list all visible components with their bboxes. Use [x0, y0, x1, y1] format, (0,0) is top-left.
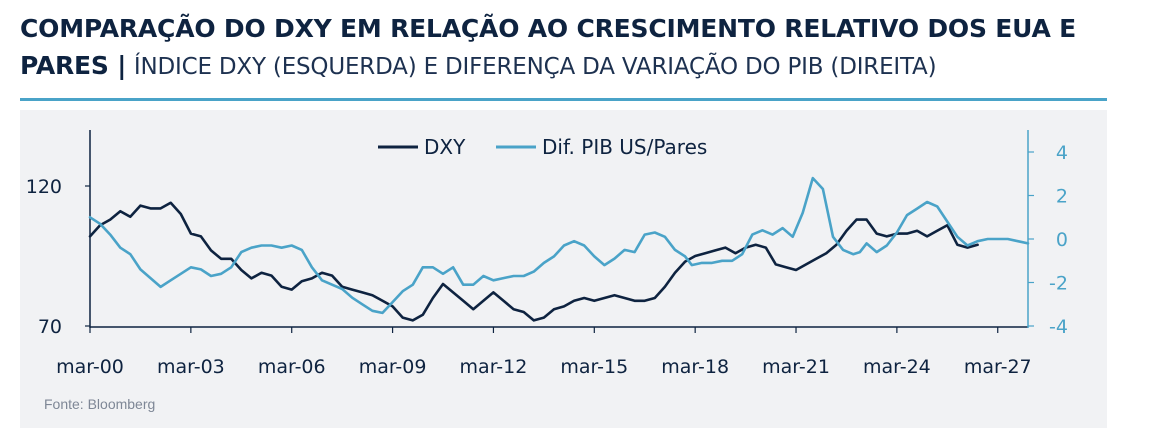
y-right-tick-label: 2: [1056, 186, 1068, 208]
gdp-diff-line: [88, 176, 1030, 315]
source-note: Fonte: Bloomberg: [44, 396, 156, 412]
x-tick-label: mar-00: [56, 356, 124, 378]
x-tick-label: mar-06: [258, 356, 326, 378]
y-right-tick-label: 4: [1056, 142, 1068, 164]
title-bold: COMPARAÇÃO DO DXY EM RELAÇÃO AO CRESCIME…: [20, 14, 1077, 80]
chart-axes: mar-00 mar-03 mar-06 mar-09 mar-12 mar-15 mar-…: [26, 130, 1068, 378]
legend-gdp-label: Dif. PIB US/Pares: [542, 135, 707, 159]
x-tick-label: mar-12: [460, 356, 528, 378]
y-left-tick-label: 120: [26, 176, 62, 198]
dxy-line: [88, 201, 979, 322]
x-tick-label: mar-24: [863, 356, 931, 378]
title-divider: [20, 98, 1107, 101]
x-tick-label: mar-15: [560, 356, 628, 378]
chart-legend: DXY Dif. PIB US/Pares: [378, 135, 707, 159]
y-right-tick-label: 0: [1056, 229, 1068, 251]
legend-dxy-label: DXY: [424, 135, 466, 159]
chart-title: COMPARAÇÃO DO DXY EM RELAÇÃO AO CRESCIME…: [20, 10, 1130, 86]
chart-series: [88, 176, 1030, 322]
x-tick-label: mar-21: [762, 356, 830, 378]
x-tick-label: mar-18: [661, 356, 729, 378]
x-tick-label: mar-03: [157, 356, 225, 378]
y-right-tick-label: -2: [1049, 273, 1068, 295]
y-right-tick-label: -4: [1049, 316, 1068, 338]
x-tick-label: mar-27: [964, 356, 1032, 378]
y-left-tick-label: 70: [38, 316, 62, 338]
x-tick-label: mar-09: [359, 356, 427, 378]
title-subtitle: ÍNDICE DXY (ESQUERDA) E DIFERENÇA DA VAR…: [133, 54, 937, 80]
